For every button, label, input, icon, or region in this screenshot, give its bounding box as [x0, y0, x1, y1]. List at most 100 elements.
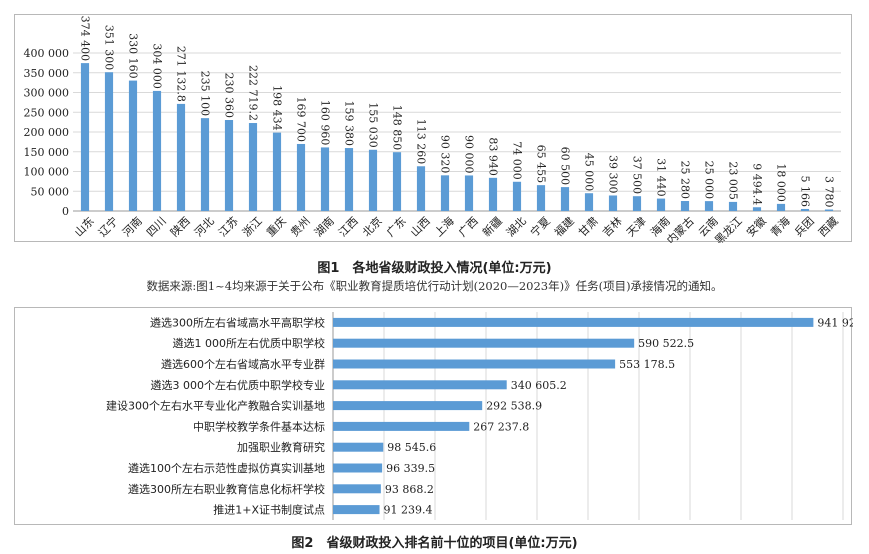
- y-tick-label: 250 000: [24, 106, 70, 119]
- bar: [152, 90, 162, 211]
- y-tick-label: 推进1+X证书制度试点: [213, 503, 325, 517]
- bar: [584, 193, 594, 211]
- bar-value-label: 941 923.8: [817, 316, 853, 329]
- x-tick-label: 河南: [120, 215, 145, 240]
- bar: [333, 401, 483, 411]
- bar: [536, 185, 546, 211]
- bar: [128, 80, 138, 212]
- bar-value-label: 113 260: [415, 119, 428, 165]
- x-tick-label: 宁夏: [527, 214, 552, 239]
- bar-value-label: 3 780: [823, 176, 836, 208]
- bar: [272, 132, 282, 211]
- bar: [680, 201, 690, 211]
- y-tick-label: 加强职业教育研究: [237, 440, 325, 454]
- x-tick-label: 湖南: [312, 215, 337, 240]
- bar-value-label: 74 000: [511, 141, 524, 180]
- bar: [824, 209, 834, 211]
- bar-value-label: 155 030: [367, 102, 380, 148]
- y-tick-label: 0: [62, 205, 69, 218]
- bar-value-label: 292 538.9: [486, 400, 542, 413]
- figure2-caption: 图2 省级财政投入排名前十位的项目(单位:万元): [291, 536, 578, 551]
- x-tick-label: 黑龙江: [712, 215, 745, 243]
- bar: [224, 120, 234, 211]
- bar-value-label: 267 237.8: [473, 420, 529, 433]
- bar-value-label: 235 100: [199, 71, 212, 117]
- bar-value-label: 169 700: [295, 96, 308, 142]
- bar: [416, 166, 426, 211]
- x-tick-label: 福建: [551, 214, 576, 239]
- bar: [512, 181, 522, 211]
- bar: [344, 148, 354, 211]
- bar: [333, 421, 470, 431]
- bar: [440, 175, 450, 211]
- y-tick-label: 100 000: [24, 166, 70, 179]
- x-tick-label: 兵团: [792, 215, 817, 240]
- x-tick-label: 甘肃: [576, 215, 601, 240]
- bar: [176, 103, 186, 211]
- chart2-panel: 941 923.8 遴选300所左右省域高水平高职学校 590 522.5 遴选1 0…: [14, 307, 853, 525]
- bar-value-label: 39 300: [607, 155, 620, 194]
- bar-value-label: 222 719.2: [247, 65, 260, 121]
- x-tick-label: 四川: [144, 215, 169, 240]
- bar: [464, 175, 474, 211]
- bar-value-label: 65 455: [535, 145, 548, 184]
- bar: [320, 147, 330, 211]
- bar-value-label: 25 000: [703, 161, 716, 200]
- y-tick-label: 遴选100个左右示范性虚拟仿真实训基地: [128, 461, 325, 475]
- bar-value-label: 374 400: [79, 16, 92, 62]
- x-tick-label: 江西: [336, 215, 361, 240]
- bar: [333, 338, 635, 348]
- bar-value-label: 23 005: [727, 161, 740, 200]
- bar-value-label: 271 132.8: [175, 46, 188, 102]
- bar-value-label: 91 239.4: [384, 504, 433, 517]
- bar: [632, 196, 642, 211]
- y-tick-label: 50 000: [31, 185, 70, 198]
- x-tick-label: 新疆: [479, 214, 504, 239]
- y-tick-label: 400 000: [24, 47, 70, 60]
- x-tick-label: 重庆: [263, 214, 288, 239]
- y-tick-label: 建设300个左右水平专业化产教融合实训基地: [106, 399, 325, 413]
- x-tick-label: 上海: [431, 214, 456, 239]
- bar: [333, 317, 814, 327]
- y-tick-label: 中职学校教学条件基本达标: [193, 419, 325, 433]
- bar-value-label: 45 000: [583, 153, 596, 192]
- bar-value-label: 60 500: [559, 147, 572, 186]
- x-tick-label: 天津: [624, 215, 649, 240]
- bar-value-label: 330 160: [127, 33, 140, 79]
- bar-value-label: 351 300: [103, 25, 116, 70]
- bar: [776, 203, 786, 211]
- y-tick-label: 遴选300所左右职业教育信息化标杆学校: [128, 482, 325, 496]
- x-tick-label: 广西: [456, 215, 481, 240]
- bar: [333, 359, 616, 369]
- bar: [488, 177, 498, 211]
- bar: [333, 484, 381, 494]
- bar-value-label: 90 320: [439, 135, 452, 174]
- x-tick-label: 内蒙古: [664, 214, 697, 243]
- bar: [333, 442, 384, 452]
- bar: [296, 143, 306, 211]
- bar-value-label: 148 850: [391, 105, 404, 151]
- bar: [333, 463, 383, 473]
- provincial-funding-bar-chart: 0 50 000 100 000 150 000 200 000 250 000 300 0…: [24, 16, 841, 243]
- bar-value-label: 340 605.2: [511, 379, 567, 392]
- bar-value-label: 9 494.4: [751, 163, 764, 205]
- x-tick-label: 辽宁: [95, 214, 120, 239]
- bar-value-label: 93 868.2: [385, 483, 434, 496]
- y-tick-label: 遴选600个左右省域高水平专业群: [161, 357, 325, 371]
- y-tick-label: 遴选300所左右省域高水平高职学校: [150, 315, 325, 329]
- bar: [368, 149, 378, 211]
- bar: [752, 207, 762, 211]
- bar-value-label: 160 960: [319, 100, 332, 146]
- chart1-panel: 0 50 000 100 000 150 000 200 000 250 000 300 0…: [14, 14, 852, 243]
- bar: [800, 208, 810, 211]
- x-tick-label: 贵州: [288, 215, 313, 240]
- bar: [392, 152, 402, 211]
- bar-value-label: 553 178.5: [619, 358, 675, 371]
- x-tick-label: 西藏: [816, 215, 841, 240]
- bar: [560, 187, 570, 211]
- x-tick-label: 安徽: [743, 214, 768, 239]
- bar-value-label: 304 000: [151, 43, 164, 89]
- bar: [80, 63, 90, 211]
- x-tick-label: 江苏: [216, 215, 241, 240]
- x-tick-label: 北京: [359, 214, 384, 239]
